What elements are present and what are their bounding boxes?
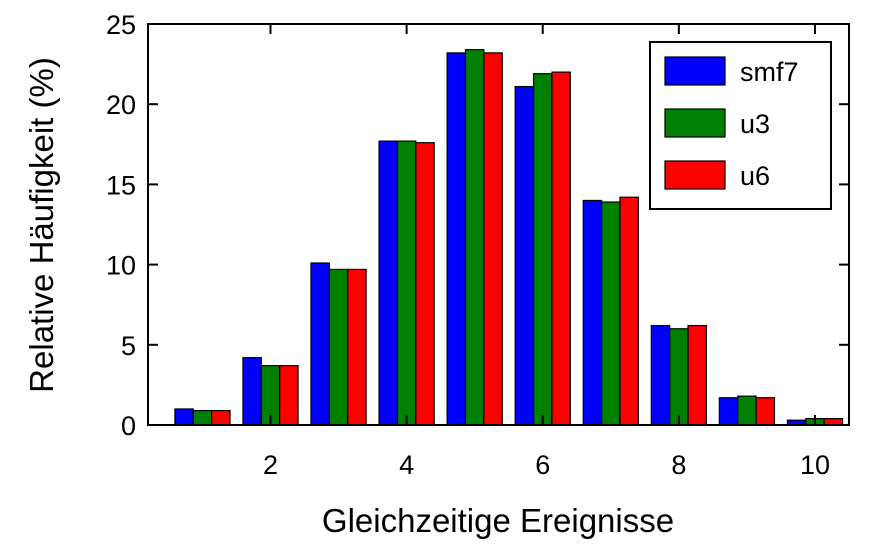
- x-axis-label: Gleichzeitige Ereignisse: [322, 502, 674, 539]
- bar-u6-6: [551, 71, 571, 426]
- legend: smf7 u3 u6: [649, 41, 832, 210]
- y-tick-label: 15: [106, 170, 136, 200]
- bar-u3-3: [328, 268, 349, 426]
- bar-u6-1: [211, 409, 231, 426]
- bar-u6-9: [755, 397, 776, 426]
- bar-u3-5: [464, 49, 485, 426]
- legend-label-u3: u3: [740, 109, 770, 139]
- legend-swatch-u6: [664, 160, 726, 190]
- y-tick-label: 20: [106, 90, 136, 120]
- bar-u6-4: [415, 142, 435, 426]
- bar-u6-5: [483, 52, 503, 426]
- legend-label-smf7: smf7: [740, 57, 799, 87]
- x-tick-label: 10: [800, 450, 830, 480]
- bar-u3-8: [669, 328, 689, 426]
- bar-smf7-7: [582, 199, 603, 426]
- bar-smf7-6: [514, 85, 535, 426]
- bar-smf7-8: [650, 324, 671, 426]
- x-tick-label: 2: [263, 450, 278, 480]
- bar-u6-7: [619, 196, 639, 426]
- y-axis-label: Relative Häufigkeit (%): [23, 57, 60, 393]
- bar-smf7-3: [310, 262, 330, 426]
- bar-smf7-2: [242, 357, 262, 426]
- x-tick-label: 8: [671, 450, 686, 480]
- plot-frame: [147, 23, 850, 426]
- bar-u3-4: [396, 140, 417, 426]
- bar-smf7-1: [174, 408, 194, 426]
- bar-u6-2: [279, 365, 299, 426]
- bar-u3-7: [601, 201, 621, 426]
- axis-ticks: 0 5 10 15 20 25 2 4 6 8 10: [106, 10, 849, 480]
- x-tick-label: 6: [535, 450, 550, 480]
- bar-smf7-4: [378, 140, 399, 426]
- bar-u3-1: [192, 409, 213, 426]
- bar-smf7-9: [718, 397, 739, 426]
- bar-smf7-5: [446, 52, 467, 426]
- y-tick-label: 0: [121, 411, 136, 441]
- y-tick-label: 5: [121, 331, 136, 361]
- legend-swatch-u3: [664, 108, 726, 138]
- bar-u3-6: [532, 73, 553, 426]
- bars-layer: [174, 49, 844, 426]
- x-tick-label: 4: [399, 450, 414, 480]
- bar-u6-8: [687, 324, 708, 426]
- bar-u6-3: [347, 268, 367, 426]
- legend-label-u6: u6: [740, 161, 770, 191]
- y-tick-label: 10: [106, 251, 136, 281]
- y-tick-label: 25: [106, 10, 136, 40]
- bar-u3-9: [737, 395, 757, 426]
- legend-swatch-smf7: [664, 56, 726, 86]
